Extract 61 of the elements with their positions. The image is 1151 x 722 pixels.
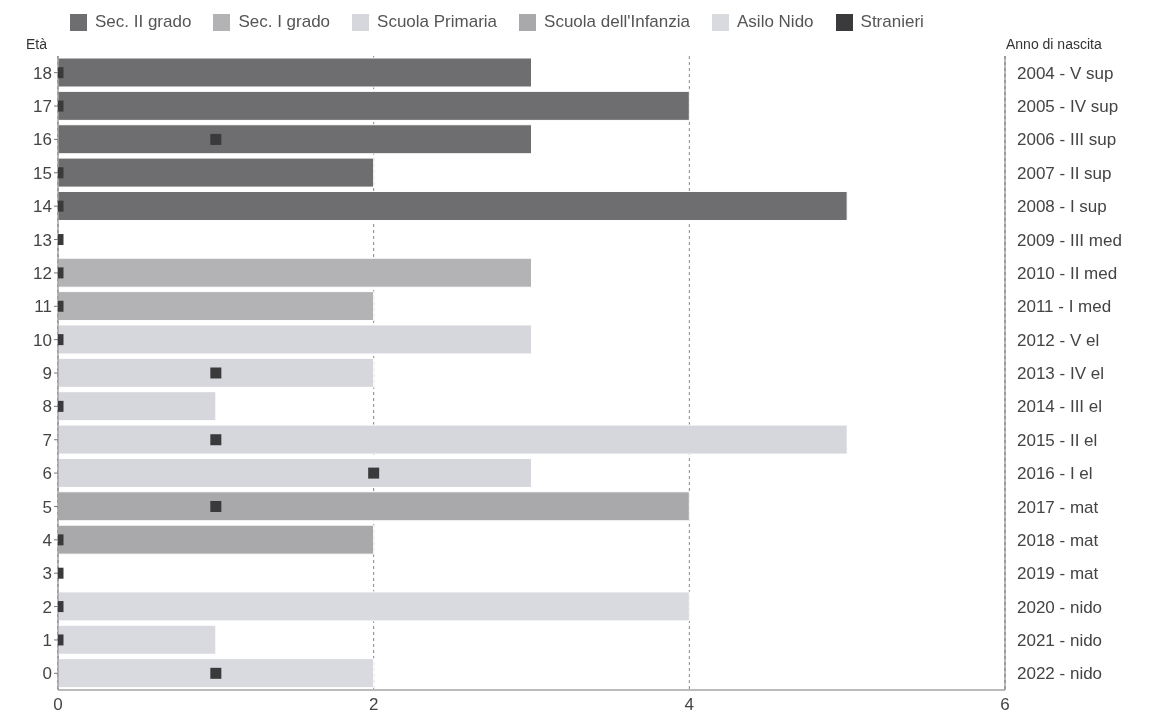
y-tick-label: 12 [33,263,52,283]
y-tick-label: 17 [33,97,52,117]
legend-label: Stranieri [860,12,924,32]
y-tick-label: 9 [42,364,52,384]
x-tick-label: 4 [684,695,695,715]
y2-tick-label: 2008 - I sup [1017,197,1107,217]
x-tick-label: 2 [368,695,379,715]
y-tick-label: 14 [33,197,52,217]
bar [58,491,690,522]
y-tick-label: 7 [42,430,52,450]
y-tick-label: 5 [42,497,52,517]
y2-tick-label: 2022 - nido [1017,664,1103,684]
bar [58,324,532,355]
bar [58,391,217,422]
legend-label: Asilo Nido [737,12,814,32]
x-tick-label: 6 [1000,695,1010,715]
legend-label: Sec. II grado [95,12,192,32]
y-tick-label: 16 [33,130,52,150]
y-tick-label: 4 [42,530,52,550]
bar [58,624,217,655]
y2-tick-label: 2007 - II sup [1017,163,1112,183]
y2-tick-label: 2020 - nido [1017,597,1103,617]
y2-tick-label: 2019 - mat [1017,564,1099,584]
y2-tick-label: 2017 - mat [1017,497,1099,517]
y-tick-label: 3 [42,564,52,584]
bar [58,357,375,388]
y2-tick-label: 2018 - mat [1017,530,1099,550]
y2-axis-title: Anno di nascita [1006,36,1102,52]
bar [58,591,690,622]
y-tick-label: 8 [42,397,52,417]
legend-label: Scuola dell'Infanzia [544,12,691,32]
legend-label: Scuola Primaria [377,12,498,32]
bar [58,457,532,488]
y2-tick-label: 2010 - II med [1017,263,1118,283]
y2-tick-label: 2004 - V sup [1017,63,1114,83]
bar [58,524,375,555]
y2-tick-label: 2011 - I med [1017,297,1112,317]
bar [58,424,848,455]
y2-tick-label: 2015 - II el [1017,430,1098,450]
bar [58,291,375,322]
bar [58,658,375,689]
y-tick-label: 0 [42,664,52,684]
y-tick-label: 10 [33,330,52,350]
y2-tick-label: 2005 - IV sup [1017,97,1119,117]
y2-tick-label: 2021 - nido [1017,630,1103,650]
y2-tick-label: 2014 - III el [1017,397,1103,417]
y2-tick-label: 2009 - III med [1017,230,1122,250]
y2-tick-label: 2013 - IV el [1017,364,1104,384]
y-tick-label: 2 [42,597,52,617]
y-tick-label: 13 [33,230,52,250]
y2-tick-label: 2016 - I el [1017,464,1093,484]
y2-tick-label: 2012 - V el [1017,330,1100,350]
y-tick-label: 11 [34,297,52,317]
y-tick-label: 6 [42,464,52,484]
y-axis-title: Età [26,36,48,52]
y-tick-label: 15 [33,163,52,183]
legend-label: Sec. I grado [238,12,331,32]
bar [58,257,532,288]
y-tick-label: 18 [33,63,52,83]
y2-tick-label: 2006 - III sup [1017,130,1117,150]
y-tick-label: 1 [42,630,52,650]
